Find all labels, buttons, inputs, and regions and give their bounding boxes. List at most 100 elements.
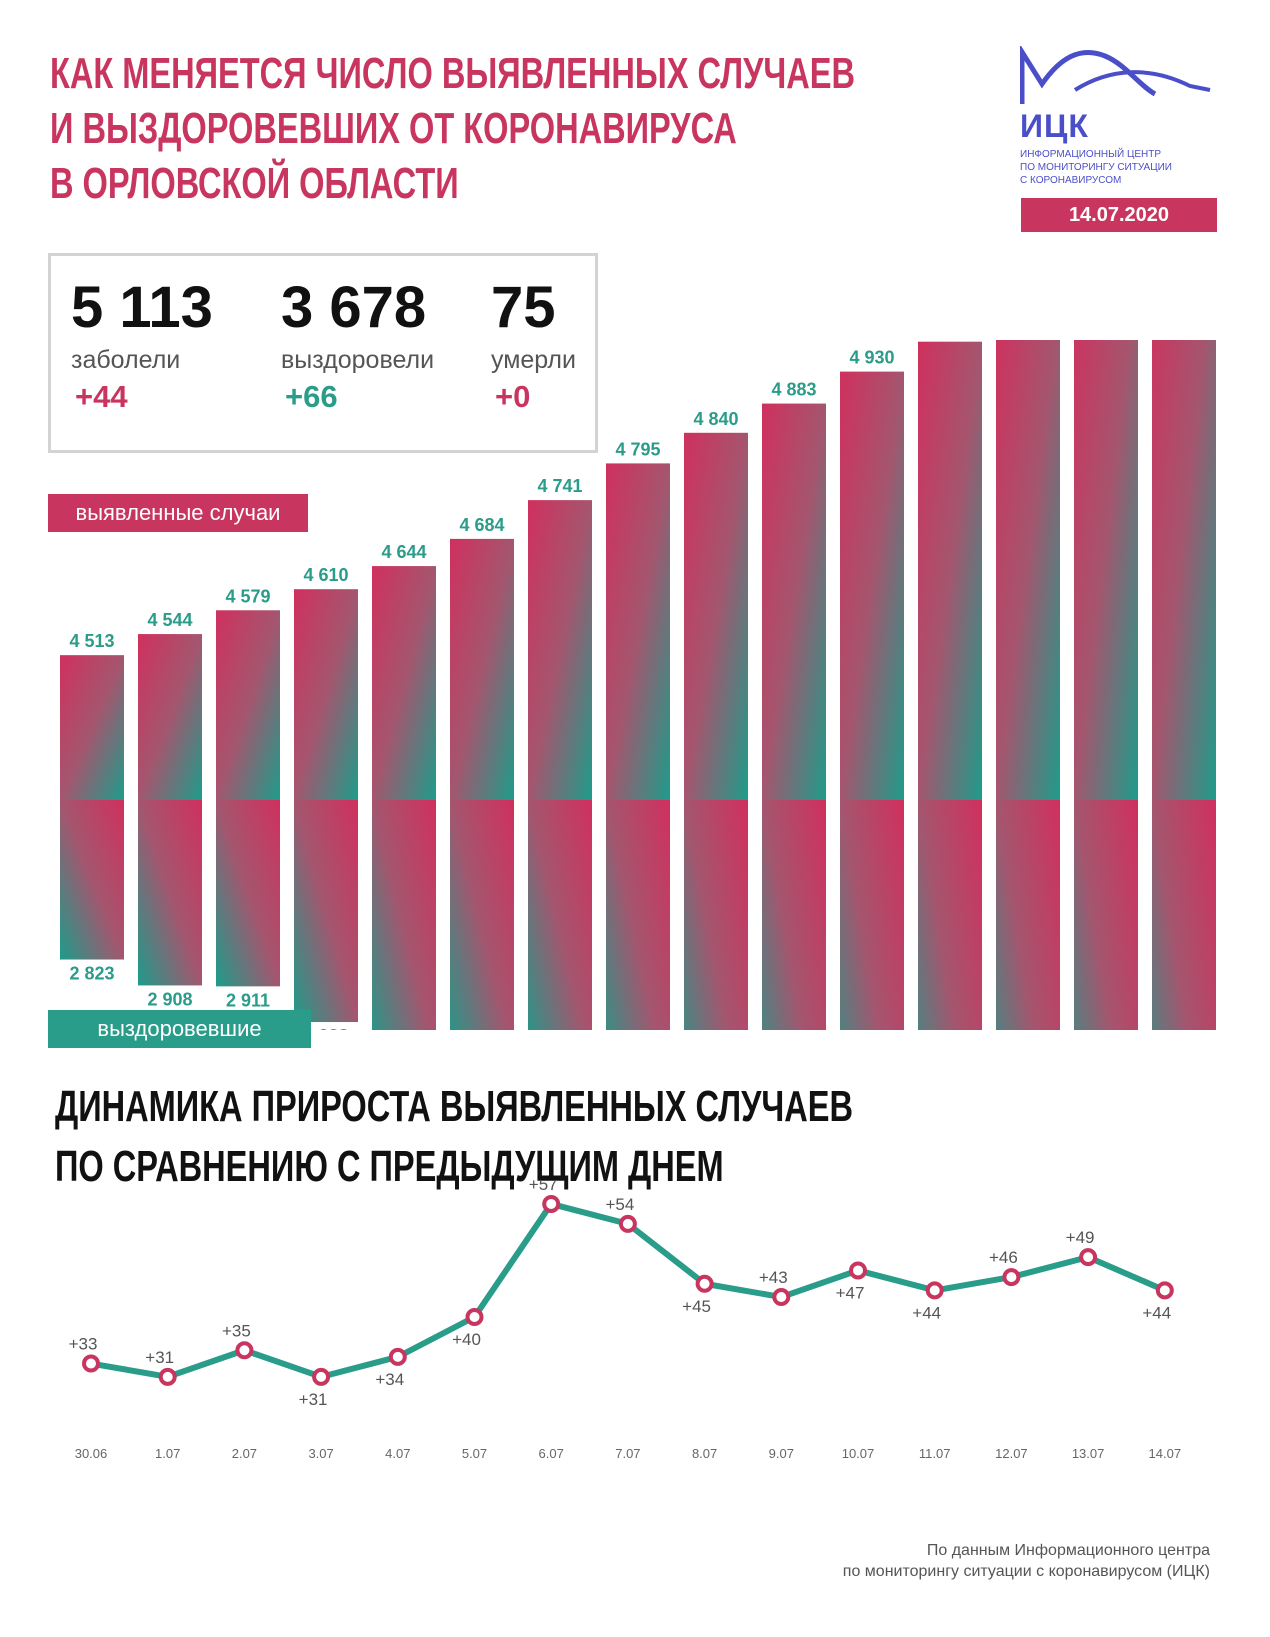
date-tick-label: 11.07 [919,1446,951,1461]
stat-deaths-label: умерли [491,346,576,374]
legend-recovered: выздоровевшие [48,1010,311,1048]
growth-point [1079,1248,1098,1267]
logo-subtitle: ИНФОРМАЦИОННЫЙ ЦЕНТР ПО МОНИТОРИНГУ СИТУ… [1020,148,1172,187]
recovered-bar [294,800,358,1023]
stat-deaths-value: 75 [491,275,556,340]
date-tick-label: 14.07 [1149,1446,1182,1461]
cases-value-label: 4 544 [147,610,192,630]
date-badge: 14.07.2020 [1021,198,1217,232]
cases-value-label: 4 644 [381,542,426,562]
growth-value-label: +47 [836,1283,865,1302]
growth-point [235,1341,254,1360]
stat-cases-value: 5 113 [71,275,213,340]
cases-bar [684,432,748,800]
cases-value-label: 4 930 [849,348,894,368]
growth-value-label: +31 [299,1390,328,1409]
growth-value-label: +40 [452,1330,481,1349]
growth-value-label: +33 [69,1335,98,1354]
cases-value-label: 4 579 [225,586,270,606]
growth-value-label: +31 [145,1348,174,1367]
date-tick-label: 5.07 [462,1446,487,1461]
source-line: по мониторингу ситуации с коронавирусом … [842,1563,1210,1580]
growth-chart-title: ДИНАМИКА ПРИРОСТА ВЫЯВЛЕННЫХ СЛУЧАЕВ ПО … [55,1077,853,1197]
growth-value-label: +45 [682,1297,711,1316]
logo-subtitle-line: ИНФОРМАЦИОННЫЙ ЦЕНТР [1020,149,1162,160]
source-line: По данным Информационного центра [926,1542,1210,1559]
date-tick-label: 9.07 [769,1446,794,1461]
stat-deaths: 75 умерли +0 [491,276,576,415]
date-tick-label: 30.06 [75,1446,108,1461]
recovered-value-label: 2 823 [69,964,114,984]
stat-recovered: 3 678 выздоровели +66 [281,276,434,415]
growth-value-label: +46 [989,1248,1018,1267]
title-line-2: И ВЫЗДОРОВЕВШИХ ОТ КОРОНАВИРУСА [50,104,737,153]
cases-value-label: 4 840 [693,409,738,429]
growth-point [772,1288,791,1307]
cases-bar [918,341,982,800]
growth-point [1002,1268,1021,1287]
stat-recovered-delta: +66 [285,379,338,414]
growth-point [849,1261,867,1280]
title-line-3: В ОРЛОВСКОЙ ОБЛАСТИ [50,159,459,208]
stat-cases-label: заболели [71,346,181,374]
stat-recovered-value: 3 678 [281,275,427,340]
legend-cases: выявленные случаи [48,494,308,532]
recovered-bar [684,800,748,1030]
recovered-bar [1074,800,1138,1030]
growth-value-label: +43 [759,1268,788,1287]
date-tick-label: 12.07 [995,1446,1028,1461]
growth-value-label: +44 [912,1303,941,1322]
cases-bar [216,610,280,800]
date-tick-label: 7.07 [615,1446,640,1461]
growth-point [695,1274,714,1293]
cases-bar [372,566,436,800]
recovered-bar [996,800,1060,1030]
cases-value-label: 4 513 [69,631,114,651]
recovered-bar [60,800,124,960]
cases-value-label: 4 741 [537,476,582,496]
growth-point [312,1367,331,1386]
date-tick-label: 6.07 [539,1446,564,1461]
title-line-1: КАК МЕНЯЕТСЯ ЧИСЛО ВЫЯВЛЕННЫХ СЛУЧАЕВ [50,49,855,98]
recovered-bar [840,800,904,1030]
source-note: По данным Информационного центра по мони… [843,1540,1210,1582]
cases-value-label: 4 610 [303,565,348,585]
cases-bar [138,634,202,800]
stat-cases: 5 113 заболели +44 [71,276,213,415]
growth-point [542,1194,561,1213]
page-title: КАК МЕНЯЕТСЯ ЧИСЛО ВЫЯВЛЕННЫХ СЛУЧАЕВ И … [50,46,855,211]
recovered-bar [762,800,826,1030]
recovered-bar [216,800,280,987]
growth-point [388,1347,407,1366]
recovered-bar [918,800,982,1030]
growth-value-label: +57 [529,1180,558,1194]
logo-wave-icon [1020,46,1211,104]
logo-subtitle-line: С КОРОНАВИРУСОМ [1020,175,1122,186]
stat-recovered-label: выздоровели [281,346,435,374]
logo-subtitle-line: ПО МОНИТОРИНГУ СИТУАЦИИ [1020,162,1172,173]
summary-box: 5 113 заболели +44 3 678 выздоровели +66… [48,253,598,453]
recovered-bar [606,800,670,1030]
cases-bar [294,589,358,800]
cases-bar [450,538,514,800]
cases-value-label: 4 684 [459,515,504,535]
cases-bar [840,371,904,800]
date-tick-label: 3.07 [308,1446,333,1461]
growth-point [618,1214,637,1233]
cases-value-label: 4 795 [615,439,660,459]
growth-point [158,1367,177,1386]
cases-bar [1152,340,1216,800]
cases-bar [1074,340,1138,800]
growth-value-label: +34 [375,1370,404,1389]
date-tick-label: 4.07 [385,1446,410,1461]
date-tick-label: 2.07 [232,1446,257,1461]
recovered-value-label: 2 908 [147,989,192,1009]
date-tick-label: 10.07 [842,1446,875,1461]
stat-cases-delta: +44 [75,379,128,414]
date-tick-label: 13.07 [1072,1446,1105,1461]
growth-title-line-1: ДИНАМИКА ПРИРОСТА ВЫЯВЛЕННЫХ СЛУЧАЕВ [55,1082,853,1131]
growth-point [465,1308,484,1326]
logo-name: ИЦК [1020,108,1089,144]
recovered-bar [1152,800,1216,1030]
